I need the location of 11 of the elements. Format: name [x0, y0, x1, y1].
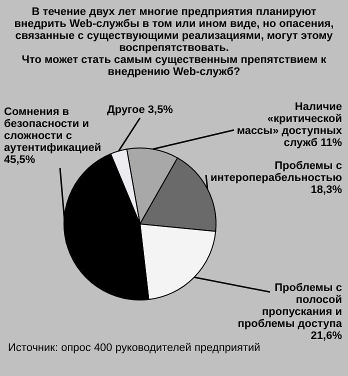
slice-label: Проблемы с интероперабельностью — [210, 160, 342, 184]
slice-label: Другое 3,5% — [107, 104, 174, 116]
slice-label: Проблемы с полосой пропускания и проблемы доступа — [238, 282, 343, 330]
data-label: 45,5% — [4, 154, 36, 166]
text: Источник: опрос 400 руководителей предприятий — [8, 342, 260, 354]
slice-label: Сомнения в безопасности и сложности с аутентификацией — [4, 106, 102, 154]
data-label: 18,3% — [310, 184, 342, 196]
data-label: 21,6% — [310, 330, 342, 342]
chart-subtitle: Что может стать самым существенным препятствием к внедрению Web-служб? — [22, 54, 327, 78]
slice-label: Наличие «критической массы» доступных служб 11% — [236, 101, 343, 149]
chart-title: В течение двух лет многие предприятия планируют внедрить Web-службы в том или ином виде, но опасения, связанные с существующими реализациями, могут этому воспрепятствовать. — [14, 6, 334, 54]
